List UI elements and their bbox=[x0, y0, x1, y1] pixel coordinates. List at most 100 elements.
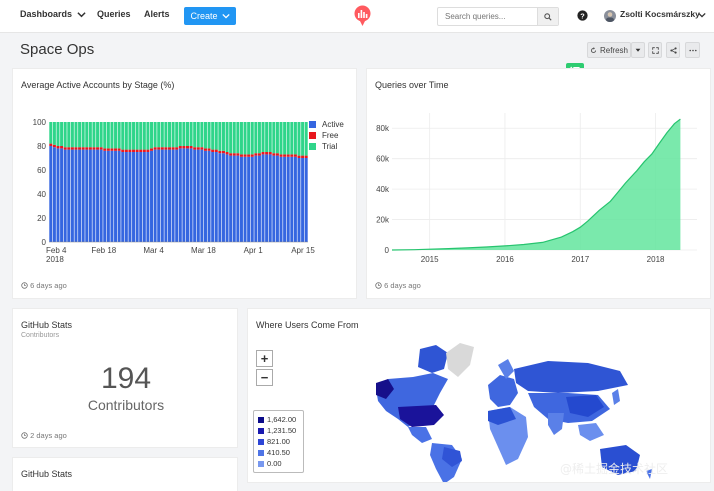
bar-segment bbox=[85, 147, 89, 150]
legend-item-trial[interactable]: Trial bbox=[309, 142, 344, 153]
x-tick-label: Feb 18 bbox=[91, 246, 116, 255]
bar-segment bbox=[128, 122, 132, 150]
bar-segment bbox=[178, 122, 182, 146]
bar-segment bbox=[103, 150, 107, 242]
refresh-button[interactable]: Refresh bbox=[587, 42, 631, 58]
bar-segment bbox=[142, 122, 146, 150]
help-icon[interactable]: ? bbox=[577, 10, 588, 23]
bar-segment bbox=[157, 147, 161, 150]
bar-segment bbox=[218, 150, 222, 154]
bar-segment bbox=[221, 122, 225, 151]
map-legend-item: 0.00 bbox=[258, 458, 299, 469]
caret-down-icon bbox=[635, 48, 641, 52]
nav-dashboards[interactable]: Dashboards bbox=[20, 9, 73, 19]
bar-segment bbox=[114, 150, 118, 242]
bar-segment bbox=[279, 122, 283, 155]
map-region-china bbox=[566, 395, 604, 417]
more-options-button[interactable] bbox=[685, 42, 700, 58]
bar-segment bbox=[257, 155, 261, 242]
map-region-scandinavia bbox=[498, 359, 514, 379]
bar-segment bbox=[250, 154, 254, 157]
refresh-dropdown-button[interactable] bbox=[631, 42, 645, 58]
bar-segment bbox=[250, 122, 254, 155]
app-logo-icon[interactable] bbox=[354, 5, 371, 29]
bar-segment bbox=[56, 146, 60, 149]
bar-segment bbox=[297, 122, 301, 156]
user-name[interactable]: Zsolti Kocsmárszky bbox=[620, 9, 700, 19]
bar-segment bbox=[272, 155, 276, 242]
bar-segment bbox=[207, 148, 211, 151]
legend-item-free[interactable]: Free bbox=[309, 131, 344, 142]
x-tick-label: 2015 bbox=[421, 255, 439, 264]
bar-segment bbox=[178, 146, 182, 149]
bar-segment bbox=[81, 149, 85, 242]
bar-segment bbox=[135, 149, 139, 152]
bar-segment bbox=[135, 122, 139, 150]
bar-segment bbox=[272, 153, 276, 156]
legend-item-active[interactable]: Active bbox=[309, 120, 344, 131]
bar-segment bbox=[229, 155, 233, 242]
bar-segment bbox=[88, 147, 92, 150]
bar-segment bbox=[178, 148, 182, 242]
share-button[interactable] bbox=[666, 42, 680, 58]
bar-segment bbox=[157, 149, 161, 242]
search-button[interactable] bbox=[537, 8, 558, 25]
bar-segment bbox=[185, 146, 189, 149]
bar-segment bbox=[243, 156, 247, 242]
map-legend-item: 1,231.50 bbox=[258, 425, 299, 436]
map-legend-item: 410.50 bbox=[258, 447, 299, 458]
refresh-label: Refresh bbox=[599, 45, 628, 55]
bar-segment bbox=[106, 122, 110, 149]
counter-label: Contributors bbox=[87, 397, 165, 413]
bar-segment bbox=[99, 149, 103, 242]
bar-segment bbox=[74, 122, 78, 148]
bar-segment bbox=[128, 149, 132, 152]
bar-segment bbox=[67, 147, 71, 150]
bar-segment bbox=[121, 122, 125, 150]
fullscreen-button[interactable] bbox=[648, 42, 662, 58]
bar-segment bbox=[193, 149, 197, 242]
bar-segment bbox=[99, 147, 103, 150]
bar-segment bbox=[221, 153, 225, 242]
bar-segment bbox=[301, 158, 305, 242]
chevron-down-icon[interactable] bbox=[77, 10, 86, 21]
bar-segment bbox=[150, 148, 154, 151]
y-tick-label: 100 bbox=[33, 118, 47, 127]
queries-chart: 2015 2016 2017 2018 0 20k 40k 60k 80k bbox=[376, 113, 697, 264]
nav-alerts[interactable]: Alerts bbox=[144, 9, 170, 19]
bar-segment bbox=[225, 154, 229, 242]
nav-queries[interactable]: Queries bbox=[97, 9, 131, 19]
y-tick-label: 60 bbox=[37, 166, 46, 175]
world-map[interactable] bbox=[248, 309, 711, 483]
bar-segment bbox=[96, 122, 100, 148]
map-region-australia bbox=[600, 445, 640, 475]
bar-segment bbox=[286, 154, 290, 157]
clock-icon bbox=[21, 282, 28, 289]
bar-segment bbox=[211, 122, 215, 150]
chevron-down-icon[interactable] bbox=[698, 11, 706, 21]
bar-segment bbox=[211, 152, 215, 242]
x-tick-label: Apr 1 bbox=[244, 246, 264, 255]
bar-segment bbox=[239, 154, 243, 157]
bar-segment bbox=[203, 148, 207, 151]
bar-segment bbox=[88, 122, 92, 148]
github-stats-subtitle: Contributors bbox=[21, 332, 60, 339]
map-region-india bbox=[548, 413, 564, 435]
zoom-out-button[interactable]: − bbox=[256, 369, 273, 386]
bar-segment bbox=[265, 152, 269, 155]
search-input[interactable] bbox=[438, 8, 538, 25]
bar-segment bbox=[164, 122, 168, 148]
bar-segment bbox=[247, 154, 251, 157]
bar-segment bbox=[49, 146, 53, 242]
y-tick-label: 80 bbox=[37, 142, 46, 151]
bar-segment bbox=[286, 156, 290, 242]
bar-segment bbox=[297, 158, 301, 242]
bar-segment bbox=[160, 147, 164, 150]
avatar[interactable] bbox=[604, 10, 616, 22]
stages-legend: Active Free Trial bbox=[309, 120, 344, 153]
bar-segment bbox=[239, 156, 243, 242]
bar-segment bbox=[168, 149, 172, 242]
zoom-in-button[interactable]: + bbox=[256, 350, 273, 367]
bar-segment bbox=[146, 152, 150, 242]
create-button[interactable]: Create bbox=[184, 7, 236, 25]
